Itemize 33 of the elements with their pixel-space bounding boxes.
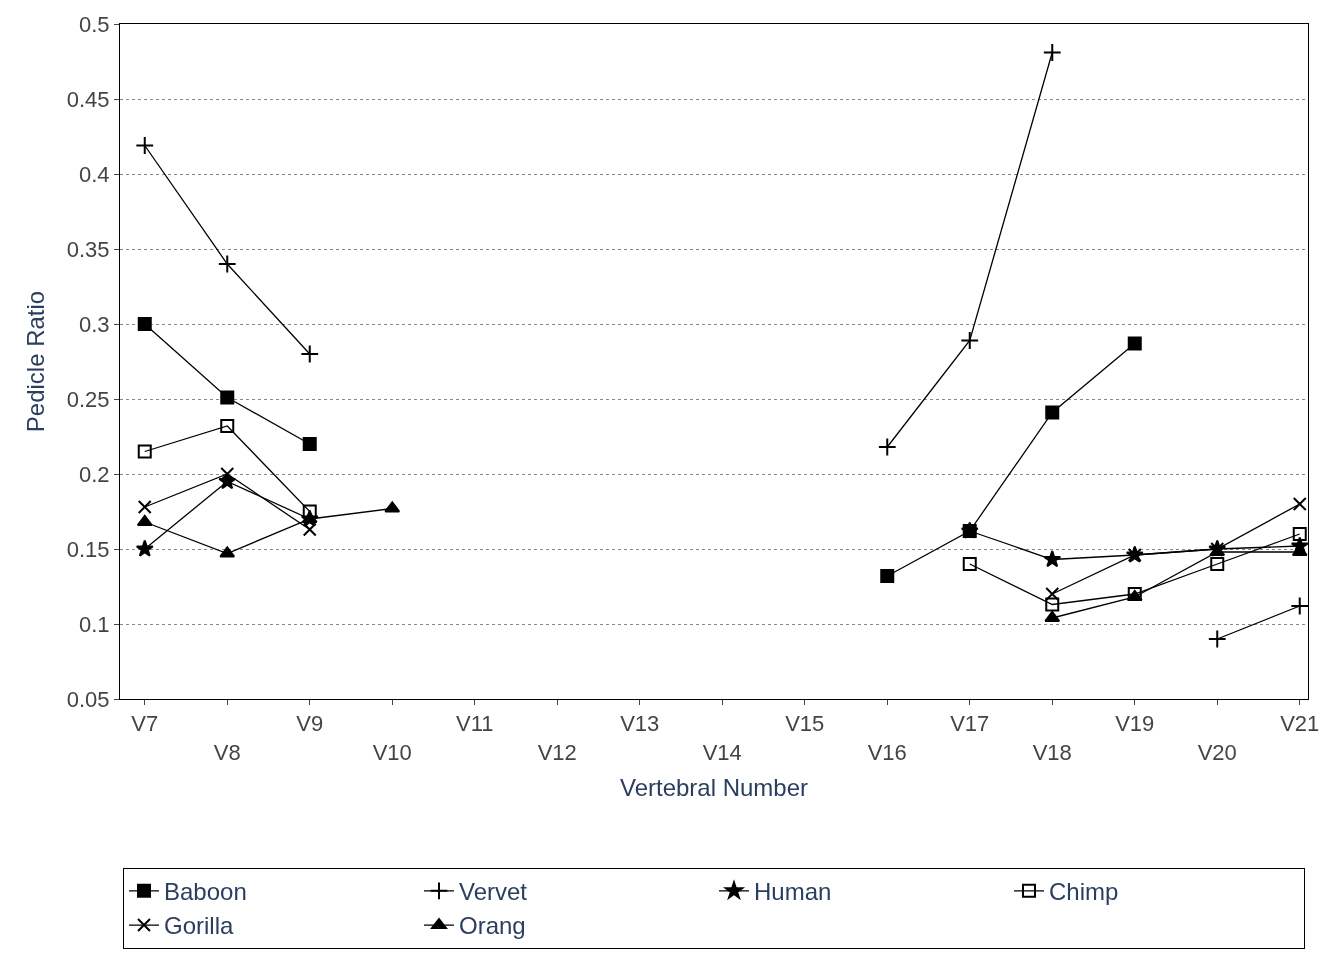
y-tick-label: 0.2 — [79, 461, 110, 487]
y-axis-title: Pedicle Ratio — [21, 290, 49, 433]
x-axis-title: Vertebral Number — [619, 774, 809, 802]
y-tick-label: 0.1 — [79, 611, 110, 637]
y-tick-label: 0.3 — [79, 311, 110, 337]
legend-label: Chimp — [1049, 878, 1119, 906]
y-tick-label: 0.05 — [66, 686, 110, 712]
y-tick-label: 0.4 — [79, 161, 110, 187]
x-tick-label: V10 — [372, 740, 412, 765]
x-tick-label: V18 — [1032, 740, 1072, 765]
y-tick-label: 0.45 — [66, 86, 110, 112]
y-tick-label: 0.5 — [79, 11, 110, 37]
x-tick-label: V21 — [1280, 711, 1320, 737]
y-tick-label: 0.35 — [66, 236, 110, 262]
x-tick-label: V15 — [785, 711, 825, 737]
x-tick-label: V13 — [620, 711, 660, 737]
x-tick-label: V17 — [950, 711, 990, 737]
legend-label: Human — [754, 878, 832, 906]
legend-label: Baboon — [164, 878, 247, 906]
y-tick-label: 0.25 — [66, 386, 110, 412]
x-tick-label: V8 — [213, 740, 241, 765]
x-tick-label: V11 — [455, 711, 494, 737]
x-tick-label: V16 — [867, 740, 907, 765]
legend-label: Orang — [459, 912, 526, 940]
x-tick-label: V7 — [131, 711, 159, 737]
x-tick-label: V9 — [296, 711, 324, 737]
x-tick-label: V12 — [537, 740, 577, 765]
x-tick-label: V19 — [1115, 711, 1155, 737]
x-tick-label: V20 — [1197, 740, 1237, 765]
y-tick-label: 0.15 — [66, 536, 110, 562]
legend-label: Gorilla — [164, 912, 234, 940]
x-tick-label: V14 — [702, 740, 742, 765]
legend-label: Vervet — [459, 878, 528, 906]
